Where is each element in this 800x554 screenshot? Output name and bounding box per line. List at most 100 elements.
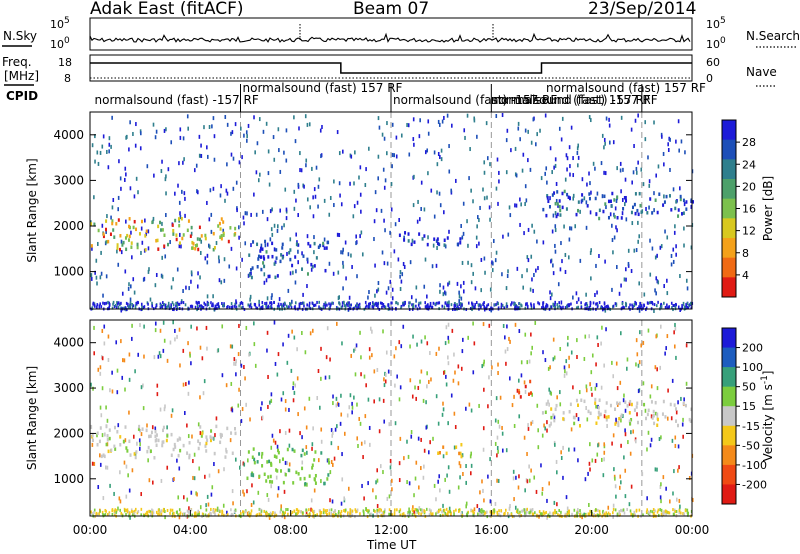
ground-scatter-point: [453, 512, 455, 516]
noise-point: [269, 209, 272, 214]
noise-point: [354, 372, 357, 377]
noise-point: [555, 198, 558, 203]
noise-point: [545, 166, 548, 171]
data-point: [145, 229, 148, 234]
noise-point: [139, 323, 141, 328]
noise-point: [577, 155, 580, 160]
noise-point: [625, 277, 627, 282]
noise-point: [200, 153, 203, 158]
noise-point: [178, 200, 181, 205]
noise-point: [389, 230, 391, 235]
ground-scatter-point: [169, 511, 171, 515]
ground-scatter-point: [162, 509, 165, 513]
noise-point: [172, 320, 174, 325]
noise-point: [531, 277, 533, 282]
data-point: [650, 400, 653, 404]
noise-point: [195, 491, 197, 496]
ground-scatter-point: [415, 510, 417, 514]
noise-point: [260, 243, 263, 248]
noise-point: [231, 489, 234, 494]
ground-scatter-point: [102, 301, 104, 305]
noise-point: [600, 341, 602, 346]
ground-scatter-point: [588, 305, 591, 309]
colorbar-segment: [722, 406, 736, 427]
noise-point: [560, 456, 563, 461]
noise-point: [100, 413, 103, 418]
data-point: [284, 472, 287, 477]
data-point: [552, 413, 555, 417]
noise-point: [589, 442, 591, 447]
ground-scatter-point: [672, 304, 675, 308]
data-point: [677, 214, 680, 218]
noise-point: [436, 162, 439, 167]
noise-point: [203, 125, 205, 130]
ground-scatter-point: [571, 512, 573, 516]
noise-point: [415, 298, 417, 303]
noise-point: [386, 261, 389, 266]
noise-point: [403, 264, 406, 269]
ground-scatter-point: [258, 512, 261, 516]
ground-scatter-point: [132, 304, 135, 308]
ground-scatter-point: [226, 305, 228, 309]
noise-point: [613, 212, 615, 217]
noise-point: [620, 189, 622, 194]
noise-point: [473, 341, 476, 346]
ground-scatter-point: [198, 512, 200, 516]
data-point: [443, 243, 446, 247]
noise-point: [498, 179, 500, 184]
ground-scatter-point: [339, 302, 341, 306]
ground-scatter-point: [114, 508, 117, 512]
noise-point: [483, 160, 486, 165]
ground-scatter-point: [296, 512, 299, 516]
data-point: [610, 204, 613, 208]
noise-point: [157, 354, 160, 359]
ground-scatter-point: [668, 511, 671, 515]
noise-point: [441, 119, 444, 124]
ground-scatter-point: [117, 302, 119, 306]
ground-scatter-point: [369, 302, 372, 306]
ground-scatter-point: [196, 513, 199, 517]
ground-scatter-point: [326, 303, 328, 307]
ground-scatter-point: [568, 509, 570, 513]
data-point: [567, 195, 570, 199]
data-point: [251, 455, 254, 459]
ground-scatter-point: [496, 513, 499, 517]
ground-scatter-point: [223, 302, 225, 306]
noise-point: [667, 388, 669, 393]
data-point: [135, 450, 138, 454]
noise-point: [91, 461, 94, 466]
noise-point: [121, 375, 124, 380]
noise-point: [167, 167, 170, 172]
noise-point: [404, 300, 406, 305]
noise-point: [333, 179, 335, 184]
noise-point: [589, 118, 592, 123]
noise-point: [383, 185, 386, 190]
data-point: [645, 416, 648, 421]
noise-point: [142, 406, 145, 411]
noise-point: [527, 129, 529, 134]
data-point: [605, 401, 608, 405]
noise-point: [235, 359, 237, 364]
data-point: [90, 222, 93, 226]
ground-scatter-point: [545, 303, 548, 307]
noise-point: [234, 457, 237, 462]
ground-scatter-point: [351, 509, 354, 513]
noise-point: [396, 374, 398, 379]
data-point: [670, 208, 673, 212]
data-point: [138, 424, 141, 429]
noise-point: [388, 494, 391, 499]
noise-point: [103, 341, 106, 346]
noise-point: [601, 133, 604, 138]
data-point: [313, 241, 316, 246]
ground-scatter-point: [557, 513, 559, 517]
noise-point: [561, 259, 563, 264]
ground-scatter-point: [349, 512, 351, 516]
ground-scatter-point: [379, 301, 382, 305]
noise-point: [205, 503, 207, 508]
ground-scatter-point: [250, 306, 253, 310]
ground-scatter-point: [659, 508, 661, 512]
ground-scatter-point: [239, 302, 242, 306]
data-point: [682, 211, 685, 215]
noise-point: [675, 410, 678, 415]
data-point: [460, 442, 463, 447]
